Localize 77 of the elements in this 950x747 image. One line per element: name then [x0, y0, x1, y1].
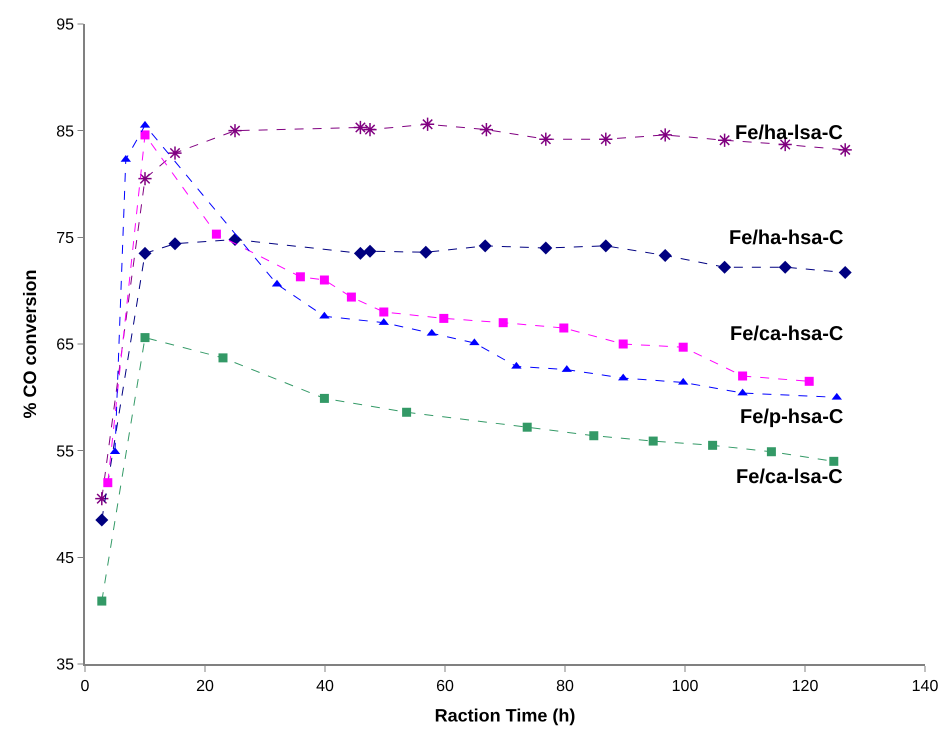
series-label: Fe/ha-hsa-C — [729, 227, 844, 249]
point — [829, 456, 838, 466]
point — [120, 154, 131, 162]
point — [479, 122, 494, 137]
point — [658, 128, 673, 142]
point — [212, 230, 221, 239]
point — [140, 130, 150, 140]
y-tick-label: 55 — [56, 443, 74, 460]
series-label: Fe/ca-lsa-C — [736, 466, 843, 488]
point — [320, 276, 329, 284]
point — [678, 378, 688, 385]
point — [838, 266, 852, 280]
point — [379, 308, 388, 316]
point — [618, 340, 628, 348]
point — [766, 447, 776, 456]
y-tick-label: 35 — [56, 656, 74, 674]
series-label: Fe/ca-hsa-C — [730, 323, 844, 345]
point — [353, 120, 368, 135]
point — [320, 394, 329, 403]
point — [228, 123, 242, 138]
point — [804, 376, 814, 386]
series-label: Fe/ha-lsa-C — [735, 122, 843, 144]
point — [589, 431, 598, 440]
point — [140, 333, 150, 342]
point — [718, 260, 732, 274]
x-tick-label: 20 — [196, 678, 214, 695]
y-tick-label: 95 — [56, 16, 74, 34]
point — [168, 237, 182, 250]
point — [538, 132, 554, 147]
point — [738, 372, 748, 380]
y-tick-label: 75 — [56, 230, 74, 247]
point — [498, 318, 508, 328]
point — [478, 239, 492, 252]
point — [559, 324, 568, 332]
point — [138, 246, 152, 260]
point — [419, 246, 432, 259]
point — [103, 478, 112, 488]
x-tick-label: 80 — [556, 678, 574, 695]
point — [599, 239, 612, 252]
point — [346, 292, 356, 302]
point — [838, 142, 853, 158]
point — [598, 132, 614, 147]
point — [97, 596, 106, 606]
x-tick-label: 0 — [80, 678, 90, 695]
y-tick-label: 85 — [56, 123, 74, 140]
point — [95, 514, 108, 526]
point — [138, 171, 152, 186]
point — [218, 353, 228, 362]
x-tick-label: 120 — [792, 678, 818, 695]
point — [354, 246, 367, 260]
x-tick-label: 60 — [436, 678, 454, 695]
point — [364, 244, 376, 258]
point — [708, 440, 718, 450]
point — [439, 314, 448, 323]
y-axis-title: % CO conversion — [20, 269, 40, 419]
point — [362, 122, 378, 137]
y-tick-label: 45 — [56, 550, 74, 567]
x-tick-label: 100 — [672, 678, 698, 695]
point — [296, 272, 305, 282]
x-axis-title: Raction Time (h) — [434, 706, 576, 726]
point — [168, 146, 182, 160]
series-label: Fe/p-hsa-C — [740, 406, 844, 428]
point — [648, 436, 658, 446]
y-tick-label: 65 — [56, 336, 74, 354]
point — [402, 408, 412, 417]
point — [717, 132, 732, 148]
point — [426, 328, 437, 336]
point — [539, 242, 552, 254]
x-tick-label: 40 — [316, 678, 334, 695]
point — [678, 342, 688, 352]
point — [778, 260, 792, 274]
point — [420, 116, 435, 132]
x-tick-label: 140 — [912, 678, 938, 695]
point — [522, 422, 532, 432]
point — [94, 491, 110, 506]
point — [658, 248, 672, 262]
point — [832, 392, 842, 400]
